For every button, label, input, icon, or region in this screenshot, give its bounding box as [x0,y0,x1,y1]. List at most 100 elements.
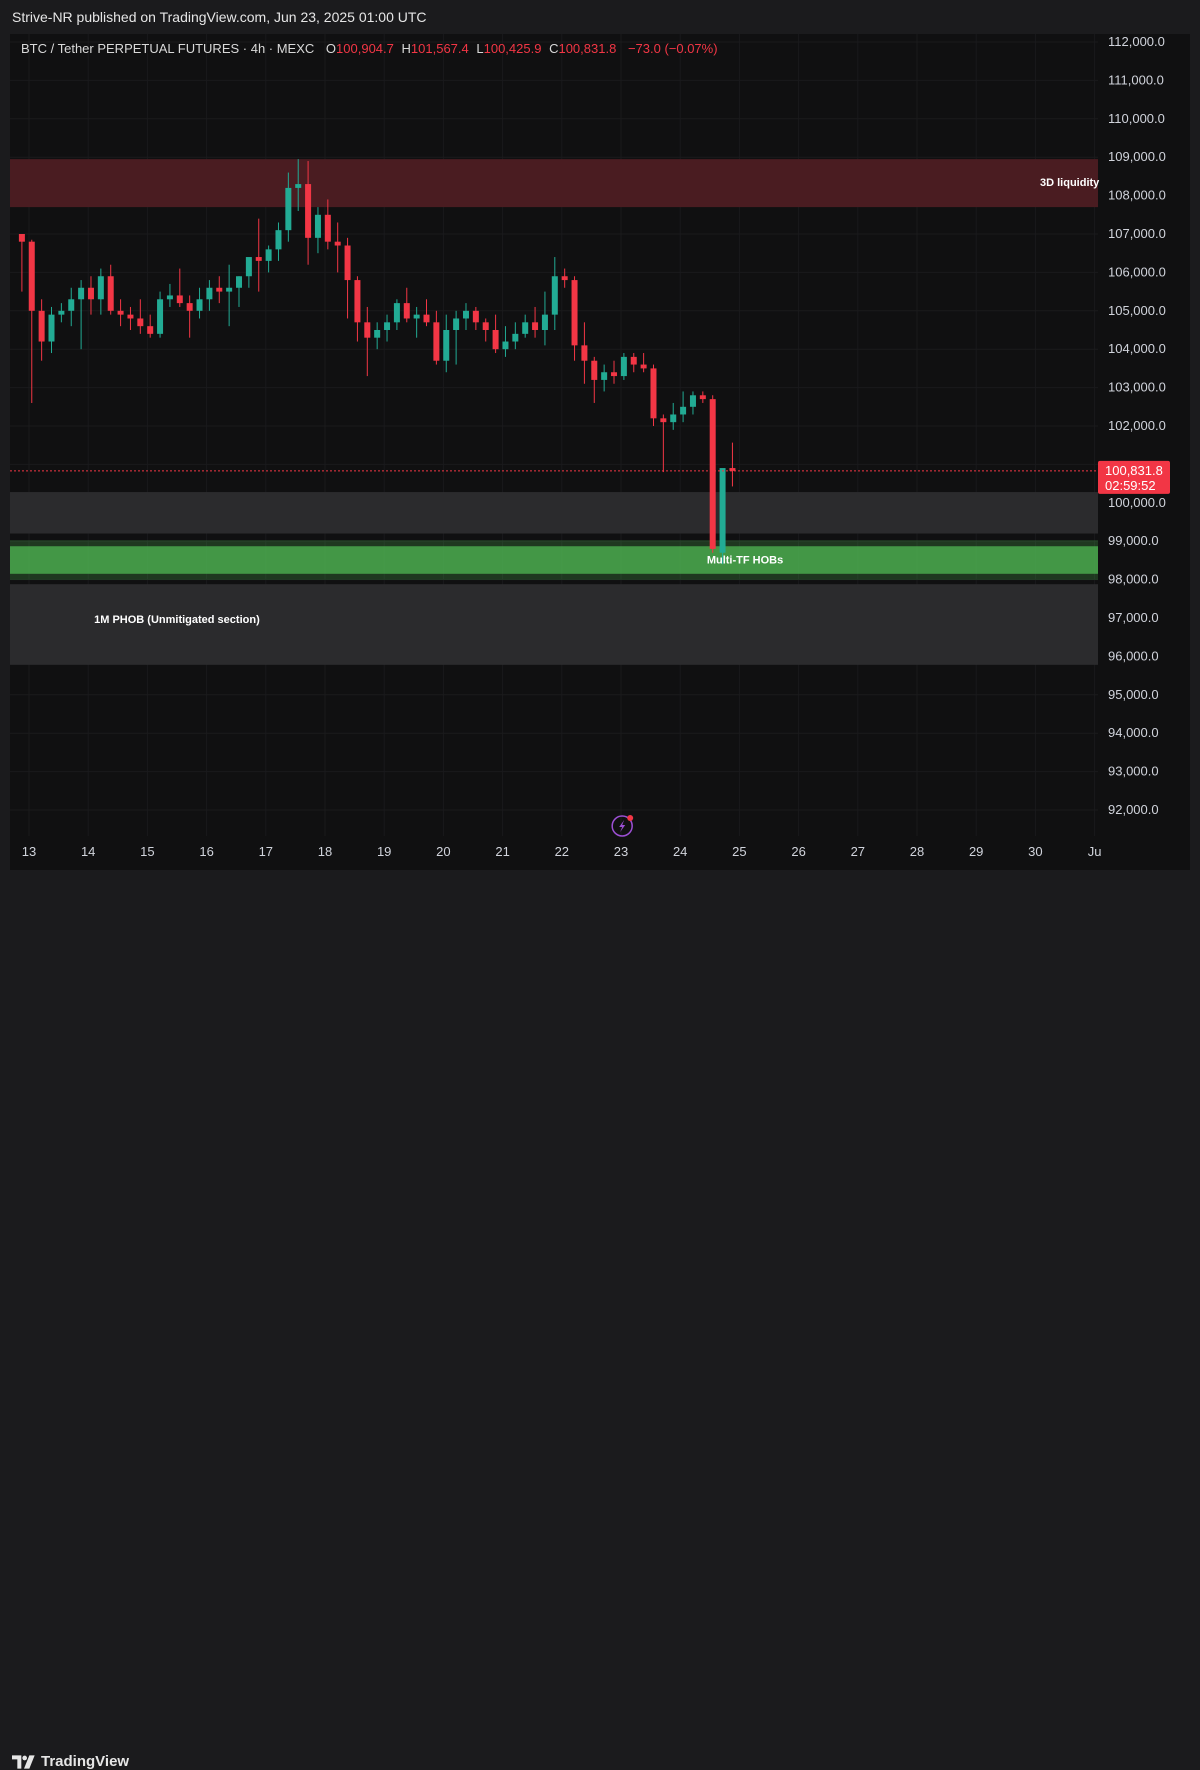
y-tick-label: 99,000.0 [1108,533,1159,548]
candle-body [384,322,391,330]
zone-3 [10,584,1098,665]
close-label: C [549,41,559,56]
tradingview-icon [12,1754,35,1769]
low-label: L [476,41,484,56]
candle-body [453,318,460,330]
candle-body [38,310,45,342]
lightning-icon[interactable] [611,815,633,837]
x-tick-label: 13 [22,844,36,859]
high-value: 101,567.4 [410,41,469,56]
candle-body [334,241,341,246]
chart-area[interactable]: 3D liquidity Multi-TF HOBs 1M PHOB (Unmiti… [10,34,1190,870]
price-chart[interactable]: 3D liquidity Multi-TF HOBs 1M PHOB (Unmiti… [10,34,1190,870]
x-tick-label: 20 [436,844,450,859]
x-tick-label: 19 [377,844,391,859]
candle-body [462,310,469,319]
candle-body [245,257,252,277]
y-tick-label: 96,000.0 [1108,648,1159,663]
candle-body [640,364,647,369]
y-tick-label: 107,000.0 [1108,226,1166,241]
candle-body [305,184,312,238]
candle-body [97,276,104,300]
y-tick-label: 108,000.0 [1108,188,1166,203]
candle-body [216,287,223,292]
zone-glow-top [10,540,1098,547]
candle-body [611,372,618,377]
y-tick-label: 112,000.0 [1108,34,1165,49]
publish-info: Strive-NR published on TradingView.com, … [12,9,427,25]
symbol-title: BTC / Tether PERPETUAL FUTURES · 4h · ME… [21,41,315,56]
candle-body [87,287,94,300]
x-tick-label: 24 [673,844,687,859]
bar-countdown: 02:59:52 [1105,478,1156,493]
close-value: 100,831.8 [558,41,617,56]
candle-body [443,330,450,361]
candle-body [48,314,55,342]
x-tick-label: 17 [259,844,273,859]
candle-body [472,310,479,323]
candle-body [78,287,85,300]
y-tick-label: 109,000.0 [1108,149,1166,164]
candle-body [393,303,400,323]
footer: TradingView [0,870,1200,1770]
y-tick-label: 106,000.0 [1108,264,1166,279]
symbol-legend: BTC / Tether PERPETUAL FUTURES · 4h · ME… [21,41,718,56]
lightning-bolt [619,820,626,832]
candle-body [18,234,25,242]
y-tick-label: 100,000.0 [1108,495,1166,510]
candle-body [186,303,193,311]
candle-body [591,360,598,380]
candle-body [670,414,677,423]
candle-body [196,299,203,311]
y-tick-label: 93,000.0 [1108,764,1159,779]
zone-label-2: Multi-TF HOBs [707,555,783,567]
open-label: O [325,41,337,56]
candle-body [492,330,499,350]
candle-body [541,314,548,330]
y-tick-label: 104,000.0 [1108,341,1166,356]
candle-body [680,406,687,415]
candle-body [176,295,183,304]
y-tick-label: 102,000.0 [1108,418,1166,433]
candle-body [512,333,519,342]
y-tick-label: 103,000.0 [1108,380,1166,395]
x-tick-label: 16 [199,844,213,859]
candle-body [68,299,75,311]
x-tick-label: 27 [851,844,865,859]
y-tick-label: 94,000.0 [1108,725,1159,740]
candle-body [354,280,361,323]
candle-body [157,299,164,334]
y-tick-label: 111,000.0 [1108,72,1164,87]
candle-body [255,257,262,261]
change-value: −73.0 (−0.07%) [627,41,718,56]
header-bar: Strive-NR published on TradingView.com, … [0,0,1200,34]
brand-name: TradingView [41,1753,130,1770]
zone-label-3: 1M PHOB (Unmitigated section) [94,614,260,626]
open-value: 100,904.7 [336,41,394,56]
last-price-value: 100,831.8 [1105,463,1163,478]
zone-1 [10,492,1098,534]
x-tick-label: 15 [140,844,154,859]
candle-body [581,345,588,361]
tradingview-logo[interactable]: TradingView [12,1753,129,1770]
candle-body [137,318,144,327]
last-price-tag [1098,460,1170,494]
candle-body [265,249,272,261]
candle-body [551,276,558,315]
y-tick-label: 110,000.0 [1108,111,1165,126]
x-tick-label: 14 [81,844,95,859]
y-tick-label: 105,000.0 [1108,303,1166,318]
candle-body [285,187,292,231]
x-tick-label: 30 [1028,844,1042,859]
candle-body [650,368,657,419]
x-tick-label: 25 [732,844,746,859]
candle-body [571,280,578,346]
candle-body [226,287,233,292]
candle-body [699,395,706,400]
candle-body [719,468,726,553]
zone-glow-bottom [10,573,1098,580]
candle-body [482,322,489,330]
zone-0 [10,159,1098,208]
candle-body [314,214,321,238]
y-tick-label: 97,000.0 [1108,610,1159,625]
